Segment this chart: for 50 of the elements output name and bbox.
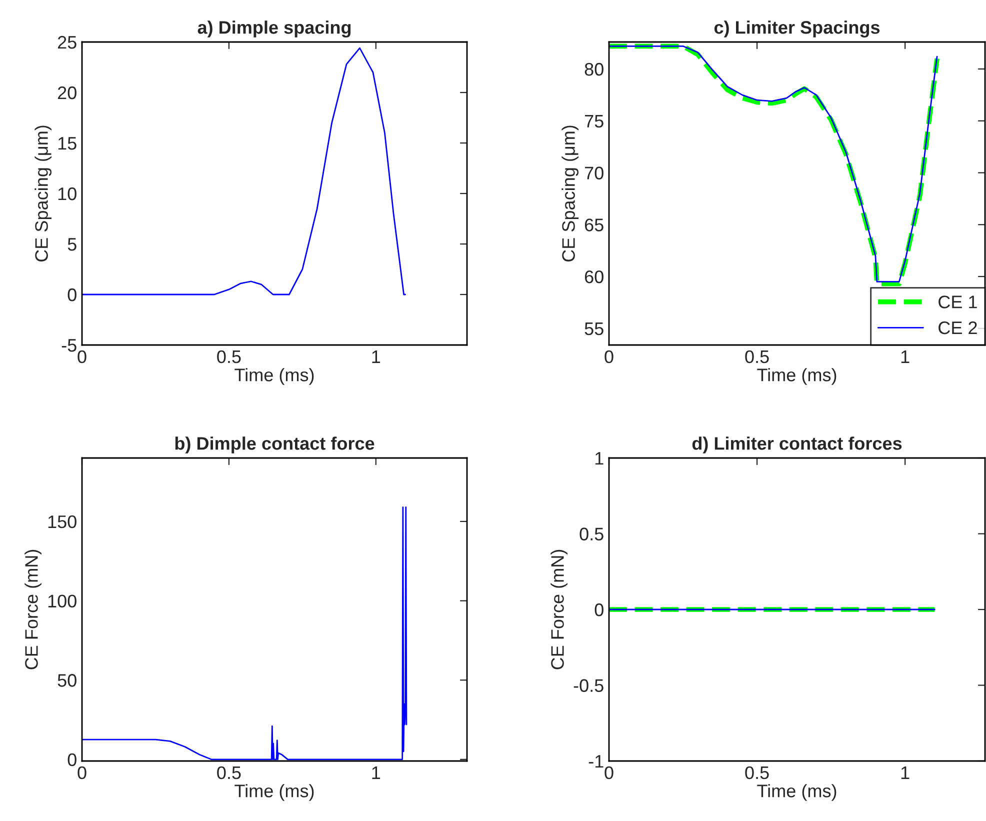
y-axis-title: CE Spacing (μm) (562, 126, 578, 262)
y-tick-label: 60 (584, 270, 604, 284)
y-tick-label: 15 (58, 137, 76, 150)
x-axis-title: Time (ms) (234, 368, 314, 385)
x-tick-label: 1 (901, 350, 910, 363)
x-axis-title: Time (ms) (757, 368, 836, 385)
x-tick-label: 0 (78, 350, 86, 364)
chart-title: b) Dimple contact force (175, 436, 374, 454)
legend-label: CE 1 (938, 296, 977, 308)
line-series (82, 47, 406, 296)
x-axis-title: Time (ms) (234, 784, 314, 801)
y-tick-label: 50 (58, 674, 76, 687)
x-tick-label: 1 (372, 766, 380, 779)
y-tick-label: 70 (584, 166, 604, 180)
line-series (82, 506, 408, 760)
chart-title: a) Dimple spacing (198, 20, 351, 38)
y-tick-label: -0.5 (574, 679, 604, 692)
y-tick-label: -1 (588, 755, 604, 768)
x-tick-label: 0 (604, 766, 614, 780)
y-tick-label: 65 (584, 218, 604, 232)
y-tick-label: 0.5 (580, 528, 604, 540)
y-tick-label: 25 (58, 36, 76, 49)
y-axis-title: CE Spacing (μm) (34, 126, 52, 262)
chart-title: c) Limiter Spacings (714, 20, 880, 38)
y-tick-label: 0 (68, 753, 76, 766)
x-tick-label: 0.5 (217, 350, 241, 364)
y-tick-label: 10 (58, 187, 76, 200)
y-axis-title: CE Force (mN) (550, 550, 568, 670)
y-tick-label: 75 (584, 114, 604, 128)
y-tick-label: 5 (68, 238, 76, 251)
y-tick-label: 20 (58, 86, 76, 100)
x-tick-label: 0 (78, 766, 86, 780)
y-tick-label: -5 (62, 339, 76, 352)
chart-title: d) Limiter contact forces (692, 436, 902, 454)
y-tick-label: 80 (584, 62, 604, 76)
x-tick-label: 0 (604, 350, 614, 364)
y-tick-label: 0 (68, 288, 76, 302)
x-tick-label: 1 (372, 350, 380, 363)
y-tick-label: 100 (48, 594, 76, 608)
x-tick-label: 0.5 (745, 766, 769, 780)
y-axis-title: CE Force (mN) (24, 550, 42, 670)
x-tick-label: 0.5 (217, 766, 241, 780)
y-tick-label: 150 (48, 515, 76, 528)
y-tick-label: 1 (595, 452, 604, 465)
y-tick-label: 55 (584, 322, 604, 336)
x-tick-label: 0.5 (745, 350, 769, 364)
legend-label: CE 2 (938, 321, 977, 334)
y-tick-label: 0 (594, 603, 604, 616)
x-tick-label: 1 (901, 766, 910, 779)
x-axis-title: Time (ms) (757, 784, 836, 801)
